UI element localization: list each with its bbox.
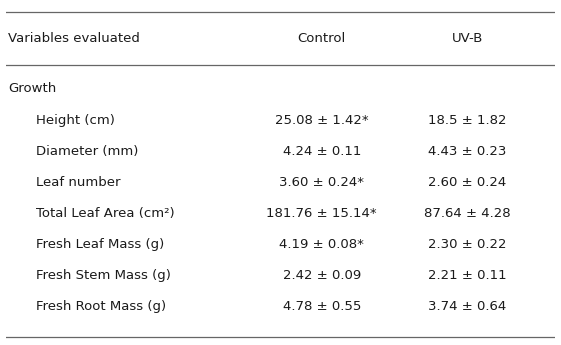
Text: 25.08 ± 1.42*: 25.08 ± 1.42* — [275, 114, 369, 127]
Text: Total Leaf Area (cm²): Total Leaf Area (cm²) — [36, 207, 174, 220]
Text: Leaf number: Leaf number — [36, 176, 121, 189]
Text: UV-B: UV-B — [452, 32, 483, 46]
Text: Height (cm): Height (cm) — [36, 114, 114, 127]
Text: 3.74 ± 0.64: 3.74 ± 0.64 — [428, 300, 507, 313]
Text: 4.24 ± 0.11: 4.24 ± 0.11 — [283, 145, 361, 158]
Text: Variables evaluated: Variables evaluated — [8, 32, 140, 46]
Text: Growth: Growth — [8, 82, 57, 95]
Text: 2.30 ± 0.22: 2.30 ± 0.22 — [428, 238, 507, 251]
Text: 2.60 ± 0.24: 2.60 ± 0.24 — [428, 176, 507, 189]
Text: Fresh Root Mass (g): Fresh Root Mass (g) — [36, 300, 166, 313]
Text: 18.5 ± 1.82: 18.5 ± 1.82 — [428, 114, 507, 127]
Text: Control: Control — [297, 32, 346, 46]
Text: 87.64 ± 4.28: 87.64 ± 4.28 — [424, 207, 511, 220]
Text: 2.21 ± 0.11: 2.21 ± 0.11 — [428, 269, 507, 282]
Text: 4.43 ± 0.23: 4.43 ± 0.23 — [428, 145, 507, 158]
Text: Diameter (mm): Diameter (mm) — [36, 145, 138, 158]
Text: Fresh Leaf Mass (g): Fresh Leaf Mass (g) — [36, 238, 164, 251]
Text: 2.42 ± 0.09: 2.42 ± 0.09 — [283, 269, 361, 282]
Text: 3.60 ± 0.24*: 3.60 ± 0.24* — [279, 176, 364, 189]
Text: 4.19 ± 0.08*: 4.19 ± 0.08* — [279, 238, 364, 251]
Text: Fresh Stem Mass (g): Fresh Stem Mass (g) — [36, 269, 171, 282]
Text: 181.76 ± 15.14*: 181.76 ± 15.14* — [266, 207, 377, 220]
Text: 4.78 ± 0.55: 4.78 ± 0.55 — [283, 300, 361, 313]
